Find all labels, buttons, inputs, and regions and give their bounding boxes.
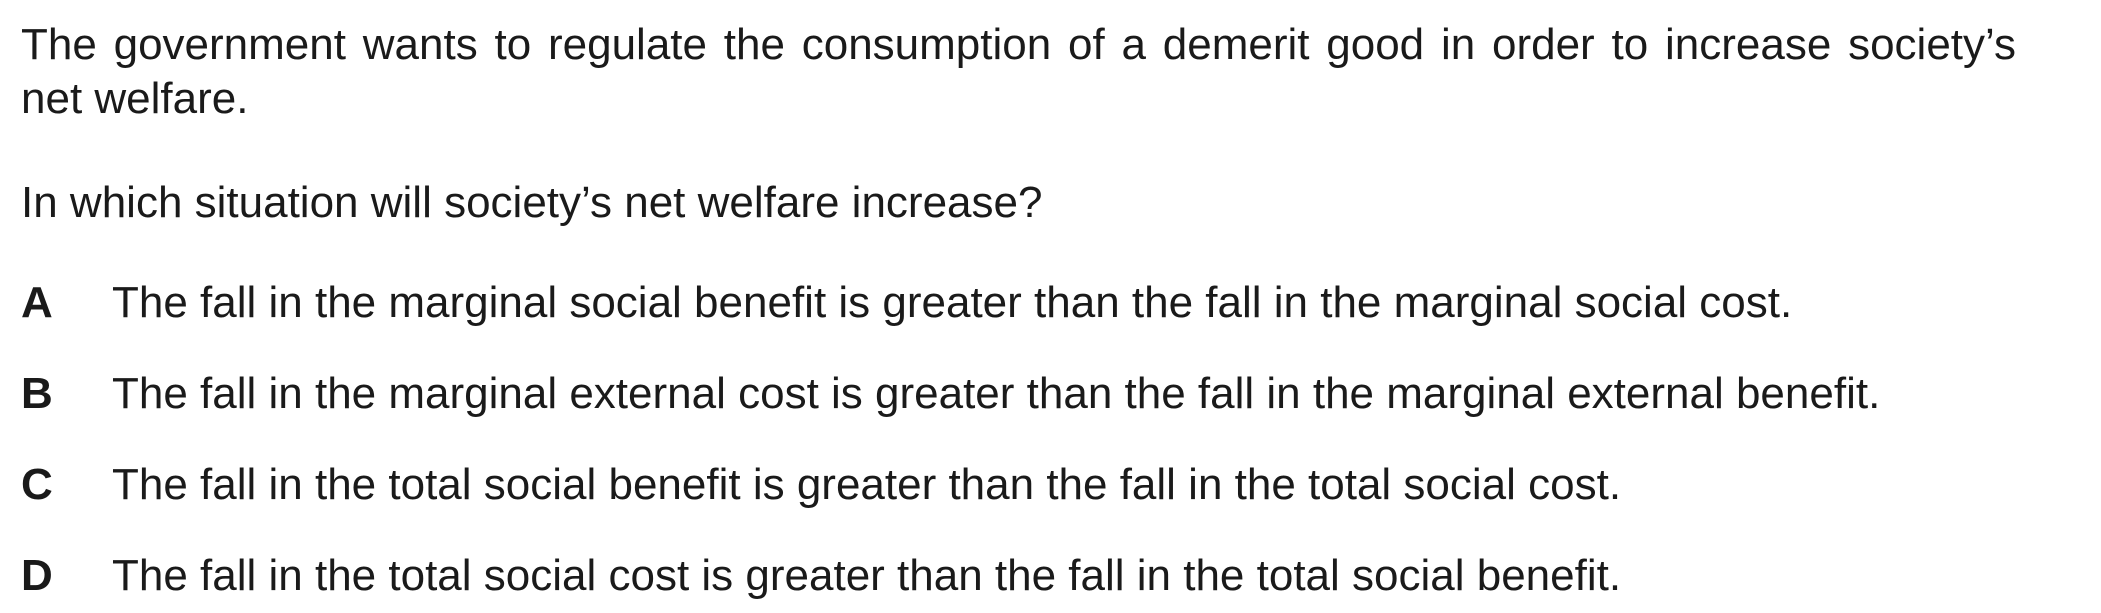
option-letter-a: A (21, 278, 53, 327)
question-stem: The government wants to regulate the con… (21, 20, 2016, 123)
option-text-c: The fall in the total social benefit is … (112, 460, 1622, 509)
option-letter-b: B (21, 369, 53, 418)
option-letter-c: C (21, 460, 53, 509)
option-letter-d: D (21, 551, 53, 600)
option-text-a: The fall in the marginal social benefit … (112, 278, 1793, 327)
option-text-b: The fall in the marginal external cost i… (112, 369, 1881, 418)
question-prompt: In which situation will society’s net we… (21, 178, 1043, 227)
option-text-d: The fall in the total social cost is gre… (112, 551, 1622, 600)
